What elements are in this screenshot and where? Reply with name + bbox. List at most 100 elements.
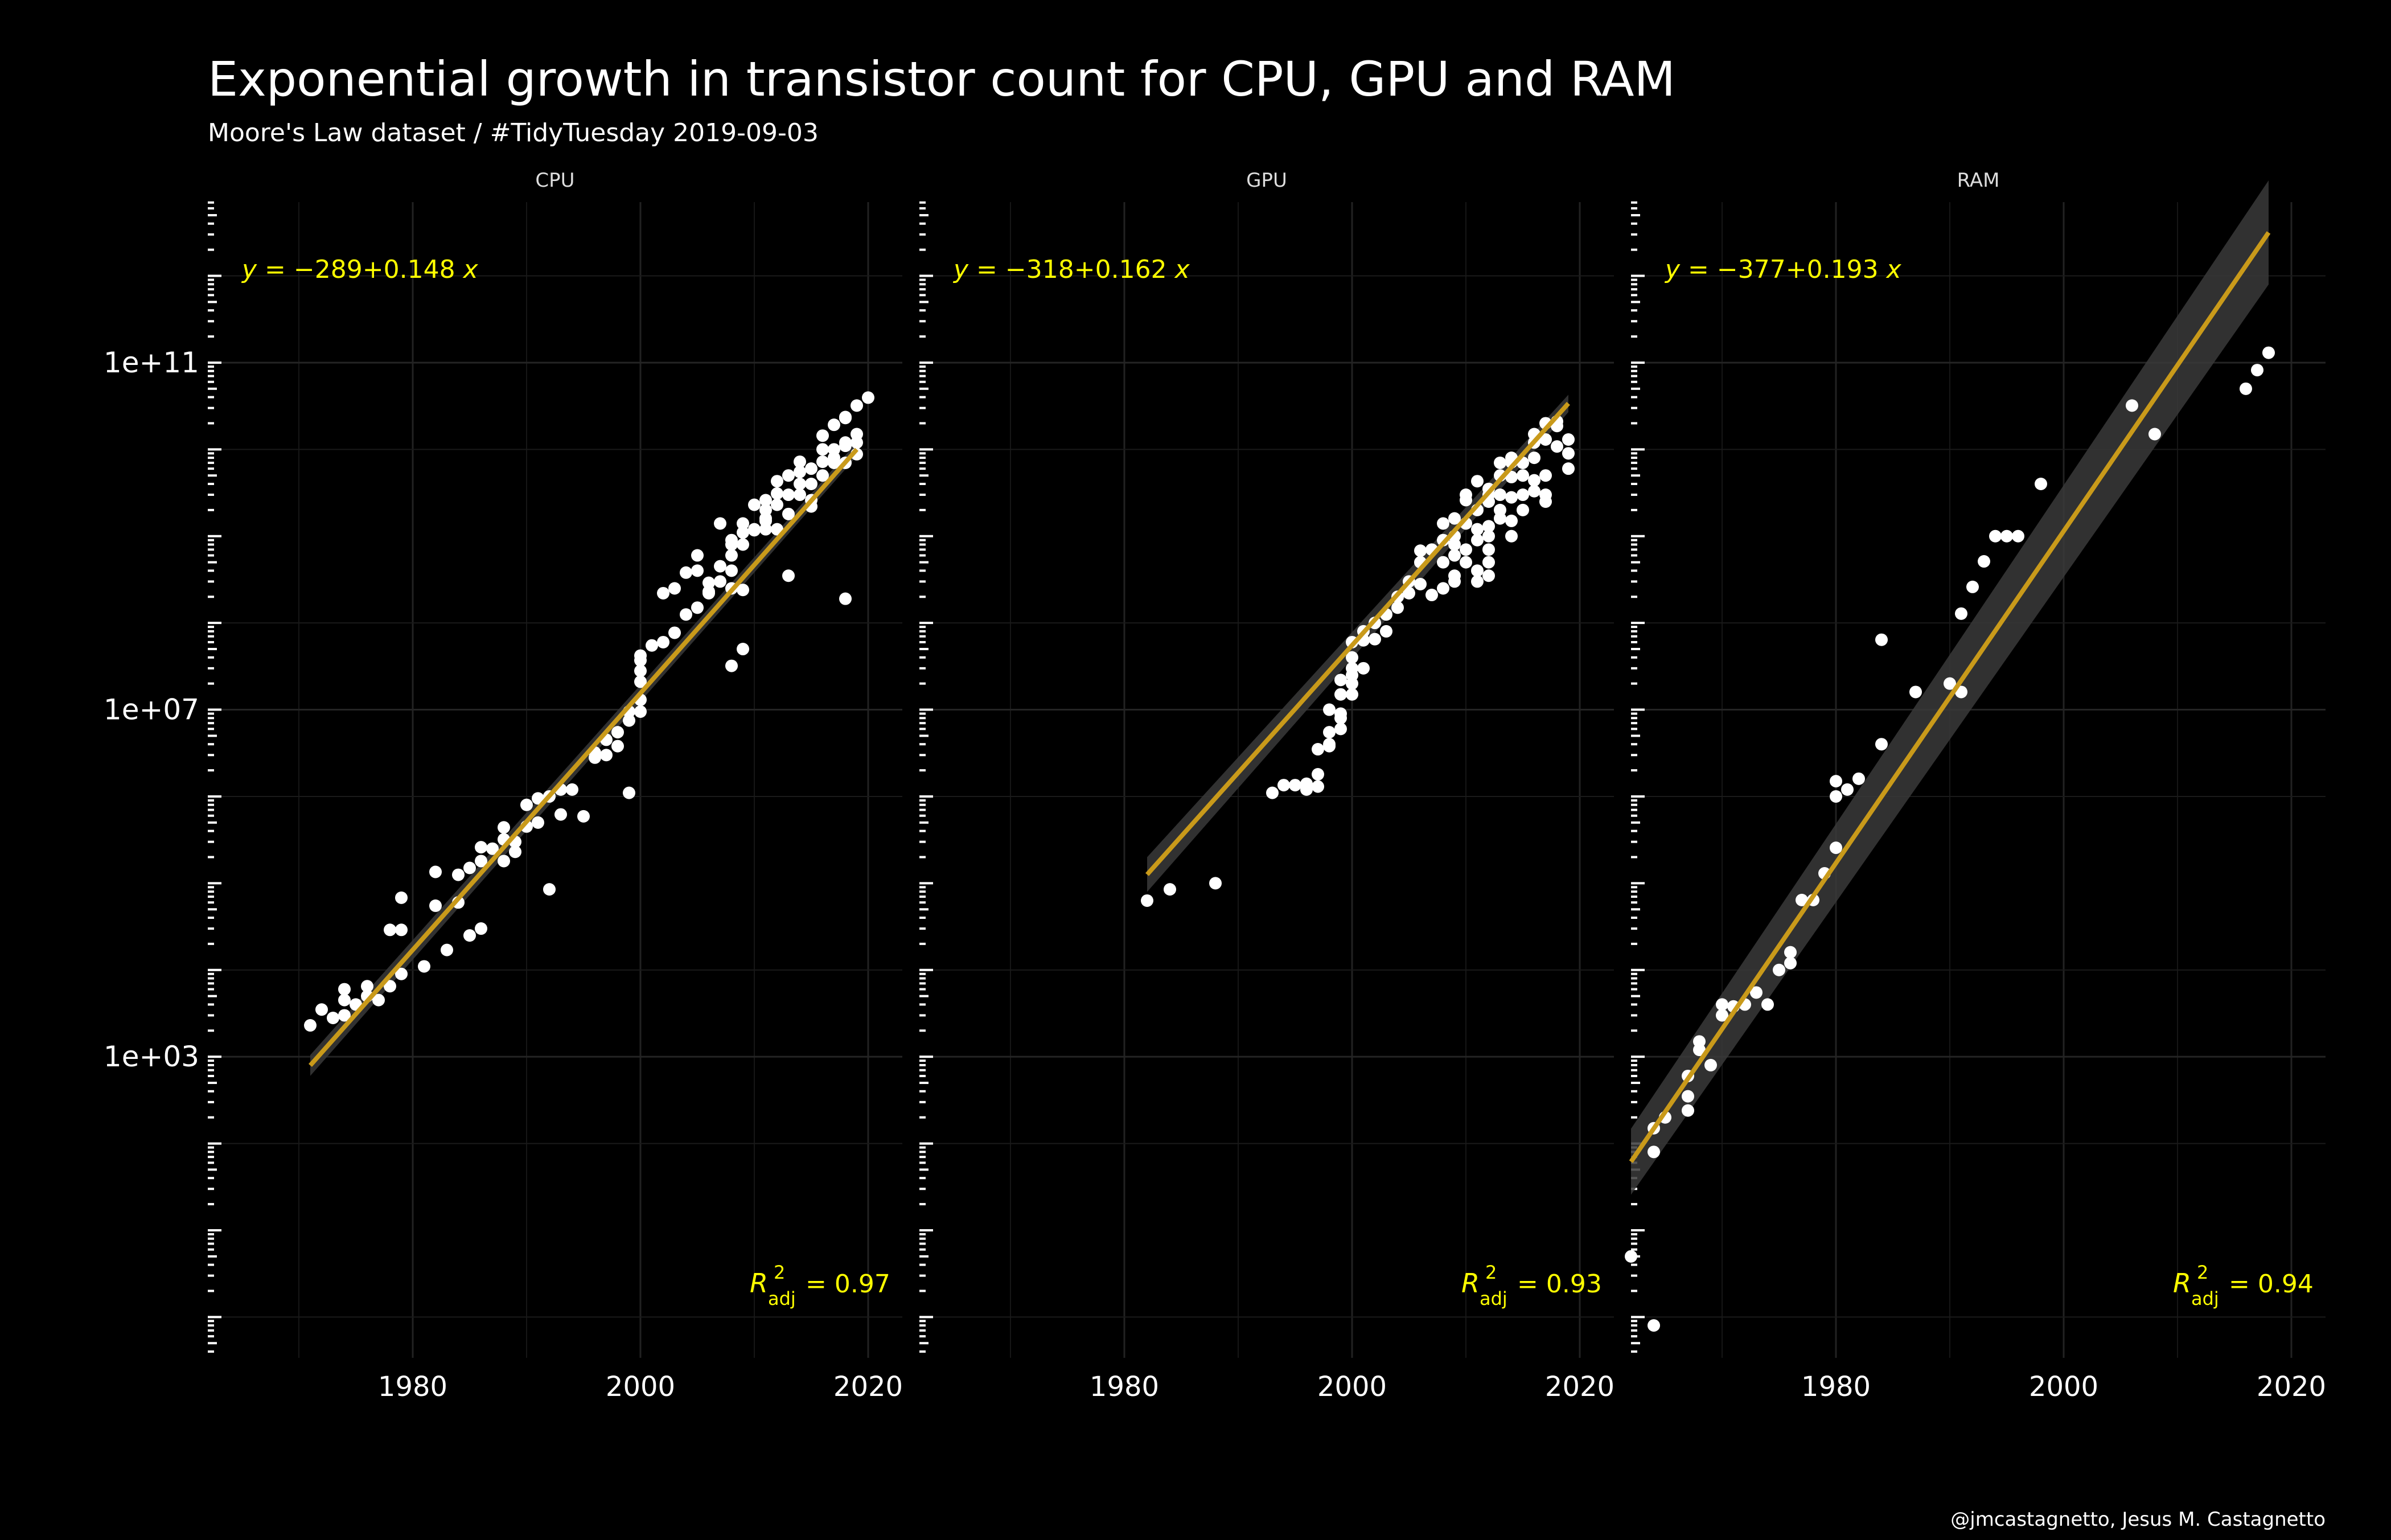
data-point (1944, 677, 1956, 690)
data-point (441, 943, 453, 956)
data-point (1784, 946, 1797, 959)
data-point (714, 560, 726, 573)
data-point (1312, 743, 1324, 756)
data-point (1562, 433, 1575, 446)
x-tick-label: 1980 (1801, 1371, 1871, 1403)
chart-caption: @jmcastagnetto, Jesus M. Castagnetto (1950, 1508, 2326, 1531)
data-point (1460, 543, 1472, 556)
data-point (1955, 607, 1967, 620)
data-point (1346, 677, 1358, 690)
data-point (361, 980, 373, 993)
data-point (1482, 569, 1495, 582)
facet-label: CPU (535, 169, 574, 192)
data-point (839, 412, 852, 425)
data-point (691, 601, 704, 614)
data-point (554, 808, 567, 821)
data-point (1482, 543, 1495, 556)
data-point (759, 512, 772, 525)
data-point (1323, 740, 1336, 753)
data-point (2000, 529, 2013, 543)
data-point (828, 418, 840, 432)
data-point (1323, 726, 1336, 739)
data-point (839, 436, 852, 449)
data-point (418, 960, 430, 973)
data-point (327, 1012, 339, 1025)
data-point (1369, 633, 1381, 646)
data-point (794, 465, 806, 478)
data-point (475, 922, 487, 935)
panel-gpu: GPU y = −318+0.162 x R 2 adj = 0.93 1980 2000 20… (919, 169, 1614, 1403)
data-point (429, 865, 442, 878)
data-point (1875, 738, 1888, 751)
regression-line (1145, 401, 1570, 876)
y-tick-label: 1e+11 (104, 346, 199, 379)
data-point (1562, 462, 1575, 475)
regression-equation: y = −377+0.193 x (1664, 255, 1902, 284)
x-tick-label: 1980 (378, 1371, 447, 1403)
panel-cpu: CPU y = −289+0.148 x R 2 adj = 0.97 1980 2000 20… (208, 169, 903, 1403)
r-squared-annotation: R 2 adj = 0.97 (750, 1262, 890, 1309)
r2-symbol: R (750, 1268, 768, 1299)
data-point (1517, 503, 1529, 516)
r2-value: = 0.97 (806, 1270, 890, 1299)
data-point (1414, 578, 1427, 591)
data-point (1693, 1035, 1706, 1048)
x-tick-label: 1980 (1090, 1371, 1159, 1403)
data-point (315, 1003, 328, 1016)
data-point (1266, 786, 1279, 799)
data-point (395, 923, 408, 937)
data-point (1875, 633, 1888, 646)
data-point (384, 923, 396, 937)
data-point (1830, 790, 1842, 803)
r2-subscript: adj (1480, 1288, 1507, 1309)
r2-value: = 0.94 (2229, 1270, 2314, 1299)
x-tick-label: 2000 (2029, 1371, 2098, 1403)
data-point (1323, 703, 1336, 716)
data-point (498, 821, 510, 834)
data-point (1505, 491, 1518, 504)
data-point (486, 842, 499, 855)
data-point (1551, 440, 1563, 453)
regression-equation: y = −318+0.162 x (952, 255, 1190, 284)
data-point (1448, 538, 1461, 551)
data-point (1482, 520, 1495, 533)
data-point (475, 841, 487, 854)
r2-symbol: R (2173, 1268, 2191, 1299)
data-point (1517, 488, 1529, 502)
data-point (1471, 475, 1484, 488)
data-point (2262, 346, 2275, 359)
data-point (828, 443, 840, 456)
data-point (1494, 456, 1506, 469)
data-point (657, 635, 669, 648)
data-point (1425, 589, 1438, 602)
r2-superscript: 2 (2197, 1262, 2208, 1283)
data-point (1312, 780, 1324, 793)
data-point (1648, 1145, 1660, 1159)
data-point (452, 868, 465, 881)
data-point (1448, 512, 1461, 525)
data-point (2251, 364, 2263, 377)
data-point (1773, 963, 1785, 976)
data-point (1750, 986, 1763, 999)
data-point (1830, 775, 1842, 788)
data-point (600, 749, 613, 762)
data-point (1625, 1250, 1637, 1263)
data-point (1164, 883, 1176, 896)
data-point (862, 391, 874, 404)
panel-ram: RAM y = −377+0.193 x R 2 adj = 0.94 1980 2000 20… (1625, 169, 2326, 1403)
data-point (1528, 474, 1540, 487)
data-point (1909, 685, 1922, 699)
x-tick-label: 2000 (606, 1371, 675, 1403)
data-point (1494, 512, 1506, 525)
data-point (634, 705, 647, 718)
data-point (1334, 722, 1347, 736)
data-point (1648, 1319, 1660, 1332)
data-point (384, 980, 396, 993)
data-point (691, 564, 704, 577)
facet-label: GPU (1246, 169, 1287, 192)
data-point (782, 469, 795, 482)
data-point (1334, 674, 1347, 687)
x-tick-label: 2020 (833, 1371, 903, 1403)
chart-title: Exponential growth in transistor count f… (208, 51, 1675, 107)
